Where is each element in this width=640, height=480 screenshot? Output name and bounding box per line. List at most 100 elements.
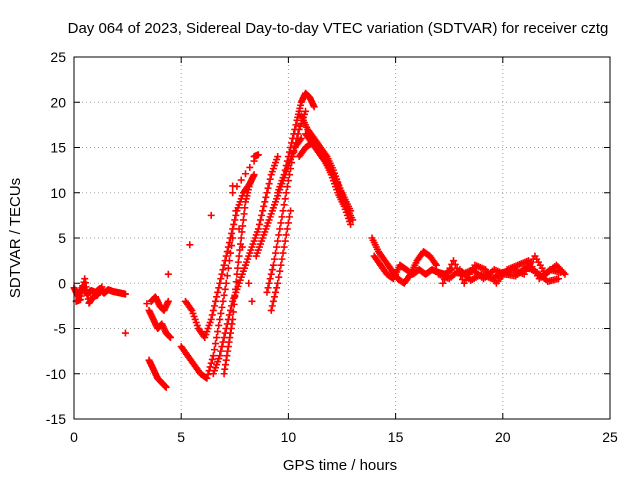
data-point [231, 216, 239, 224]
data-point [164, 297, 172, 305]
data-point [223, 248, 231, 256]
data-point [224, 243, 232, 251]
data-point [233, 270, 241, 278]
data-point [453, 264, 461, 272]
data-point [162, 383, 170, 391]
data-point [208, 311, 216, 319]
y-tick-label: -10 [46, 366, 66, 382]
data-point [442, 272, 450, 280]
data-point [220, 261, 228, 269]
data-point [241, 204, 249, 212]
data-point [272, 288, 280, 296]
series-peak [274, 89, 318, 197]
data-point [234, 258, 242, 266]
data-point [432, 261, 440, 269]
series-rise-b [181, 180, 254, 342]
chart-title: Day 064 of 2023, Sidereal Day-to-day VTE… [68, 20, 609, 37]
data-point [262, 193, 270, 201]
data-point [288, 139, 296, 147]
data-point [227, 249, 235, 257]
data-point [121, 329, 129, 337]
data-point [214, 328, 222, 336]
data-point [275, 273, 283, 281]
data-point [263, 288, 271, 296]
data-point [258, 211, 266, 219]
data-point [280, 201, 288, 209]
data-point [236, 246, 244, 254]
data-point [237, 240, 245, 248]
data-point [277, 219, 285, 227]
data-point [216, 352, 224, 360]
data-point [268, 302, 276, 310]
y-tick-label: 10 [50, 185, 66, 201]
data-point [219, 338, 227, 346]
data-point [270, 255, 278, 263]
data-point [287, 165, 295, 173]
data-point [310, 103, 318, 111]
data-point [284, 177, 292, 185]
data-point [212, 297, 220, 305]
data-point [347, 207, 355, 215]
x-tick-label: 5 [177, 429, 185, 445]
data-point [250, 171, 258, 179]
data-point [288, 159, 296, 167]
data-point [248, 297, 256, 305]
y-tick-label: -5 [54, 321, 67, 337]
data-point [238, 228, 246, 236]
data-point [229, 308, 237, 316]
data-point [277, 261, 285, 269]
data-point [347, 220, 355, 228]
y-tick-label: 25 [50, 49, 66, 65]
data-point [278, 213, 286, 221]
data-point [285, 213, 293, 221]
data-point [217, 347, 225, 355]
series-rise-f [263, 107, 310, 296]
x-tick-label: 10 [281, 429, 297, 445]
data-point [210, 346, 218, 354]
data-point [287, 144, 295, 151]
data-point [268, 266, 276, 274]
series-tail-c [458, 263, 563, 285]
data-point [220, 291, 228, 299]
data-point [282, 162, 290, 170]
data-point [215, 321, 223, 329]
series-dip-b [145, 306, 174, 342]
data-point [216, 315, 224, 323]
data-point [283, 183, 291, 191]
data-point [121, 290, 129, 298]
data-point [266, 275, 274, 283]
data-point [232, 285, 240, 293]
y-tick-label: -15 [46, 411, 66, 427]
data-point [284, 219, 292, 227]
x-tick-label: 0 [70, 429, 78, 445]
data-point [265, 180, 273, 188]
data-point [302, 107, 310, 115]
data-point [283, 225, 291, 233]
x-tick-label: 25 [602, 429, 618, 445]
data-point [441, 275, 449, 283]
data-point [242, 170, 250, 178]
data-point [349, 216, 357, 224]
data-point [245, 279, 253, 287]
data-point [273, 243, 281, 251]
data-point [213, 293, 221, 301]
data-point [284, 153, 292, 161]
data-point [240, 210, 248, 218]
data-point [449, 257, 457, 265]
data-point [218, 303, 226, 311]
x-tick-label: 15 [388, 429, 404, 445]
series-early-cluster-b [72, 275, 106, 307]
y-tick-label: 20 [50, 94, 66, 110]
axis-ticks: 0 5 10 15 20 25 -15 -10 -5 0 5 10 15 20 25 [46, 49, 618, 445]
series-rise-c [209, 153, 282, 378]
data-point [557, 268, 565, 276]
data-point [444, 268, 452, 276]
data-point [276, 225, 284, 233]
data-point [261, 198, 269, 206]
data-point [266, 175, 274, 183]
data-point [291, 125, 299, 133]
data-point [218, 343, 226, 351]
data-point [224, 264, 232, 272]
data-point [207, 359, 215, 367]
